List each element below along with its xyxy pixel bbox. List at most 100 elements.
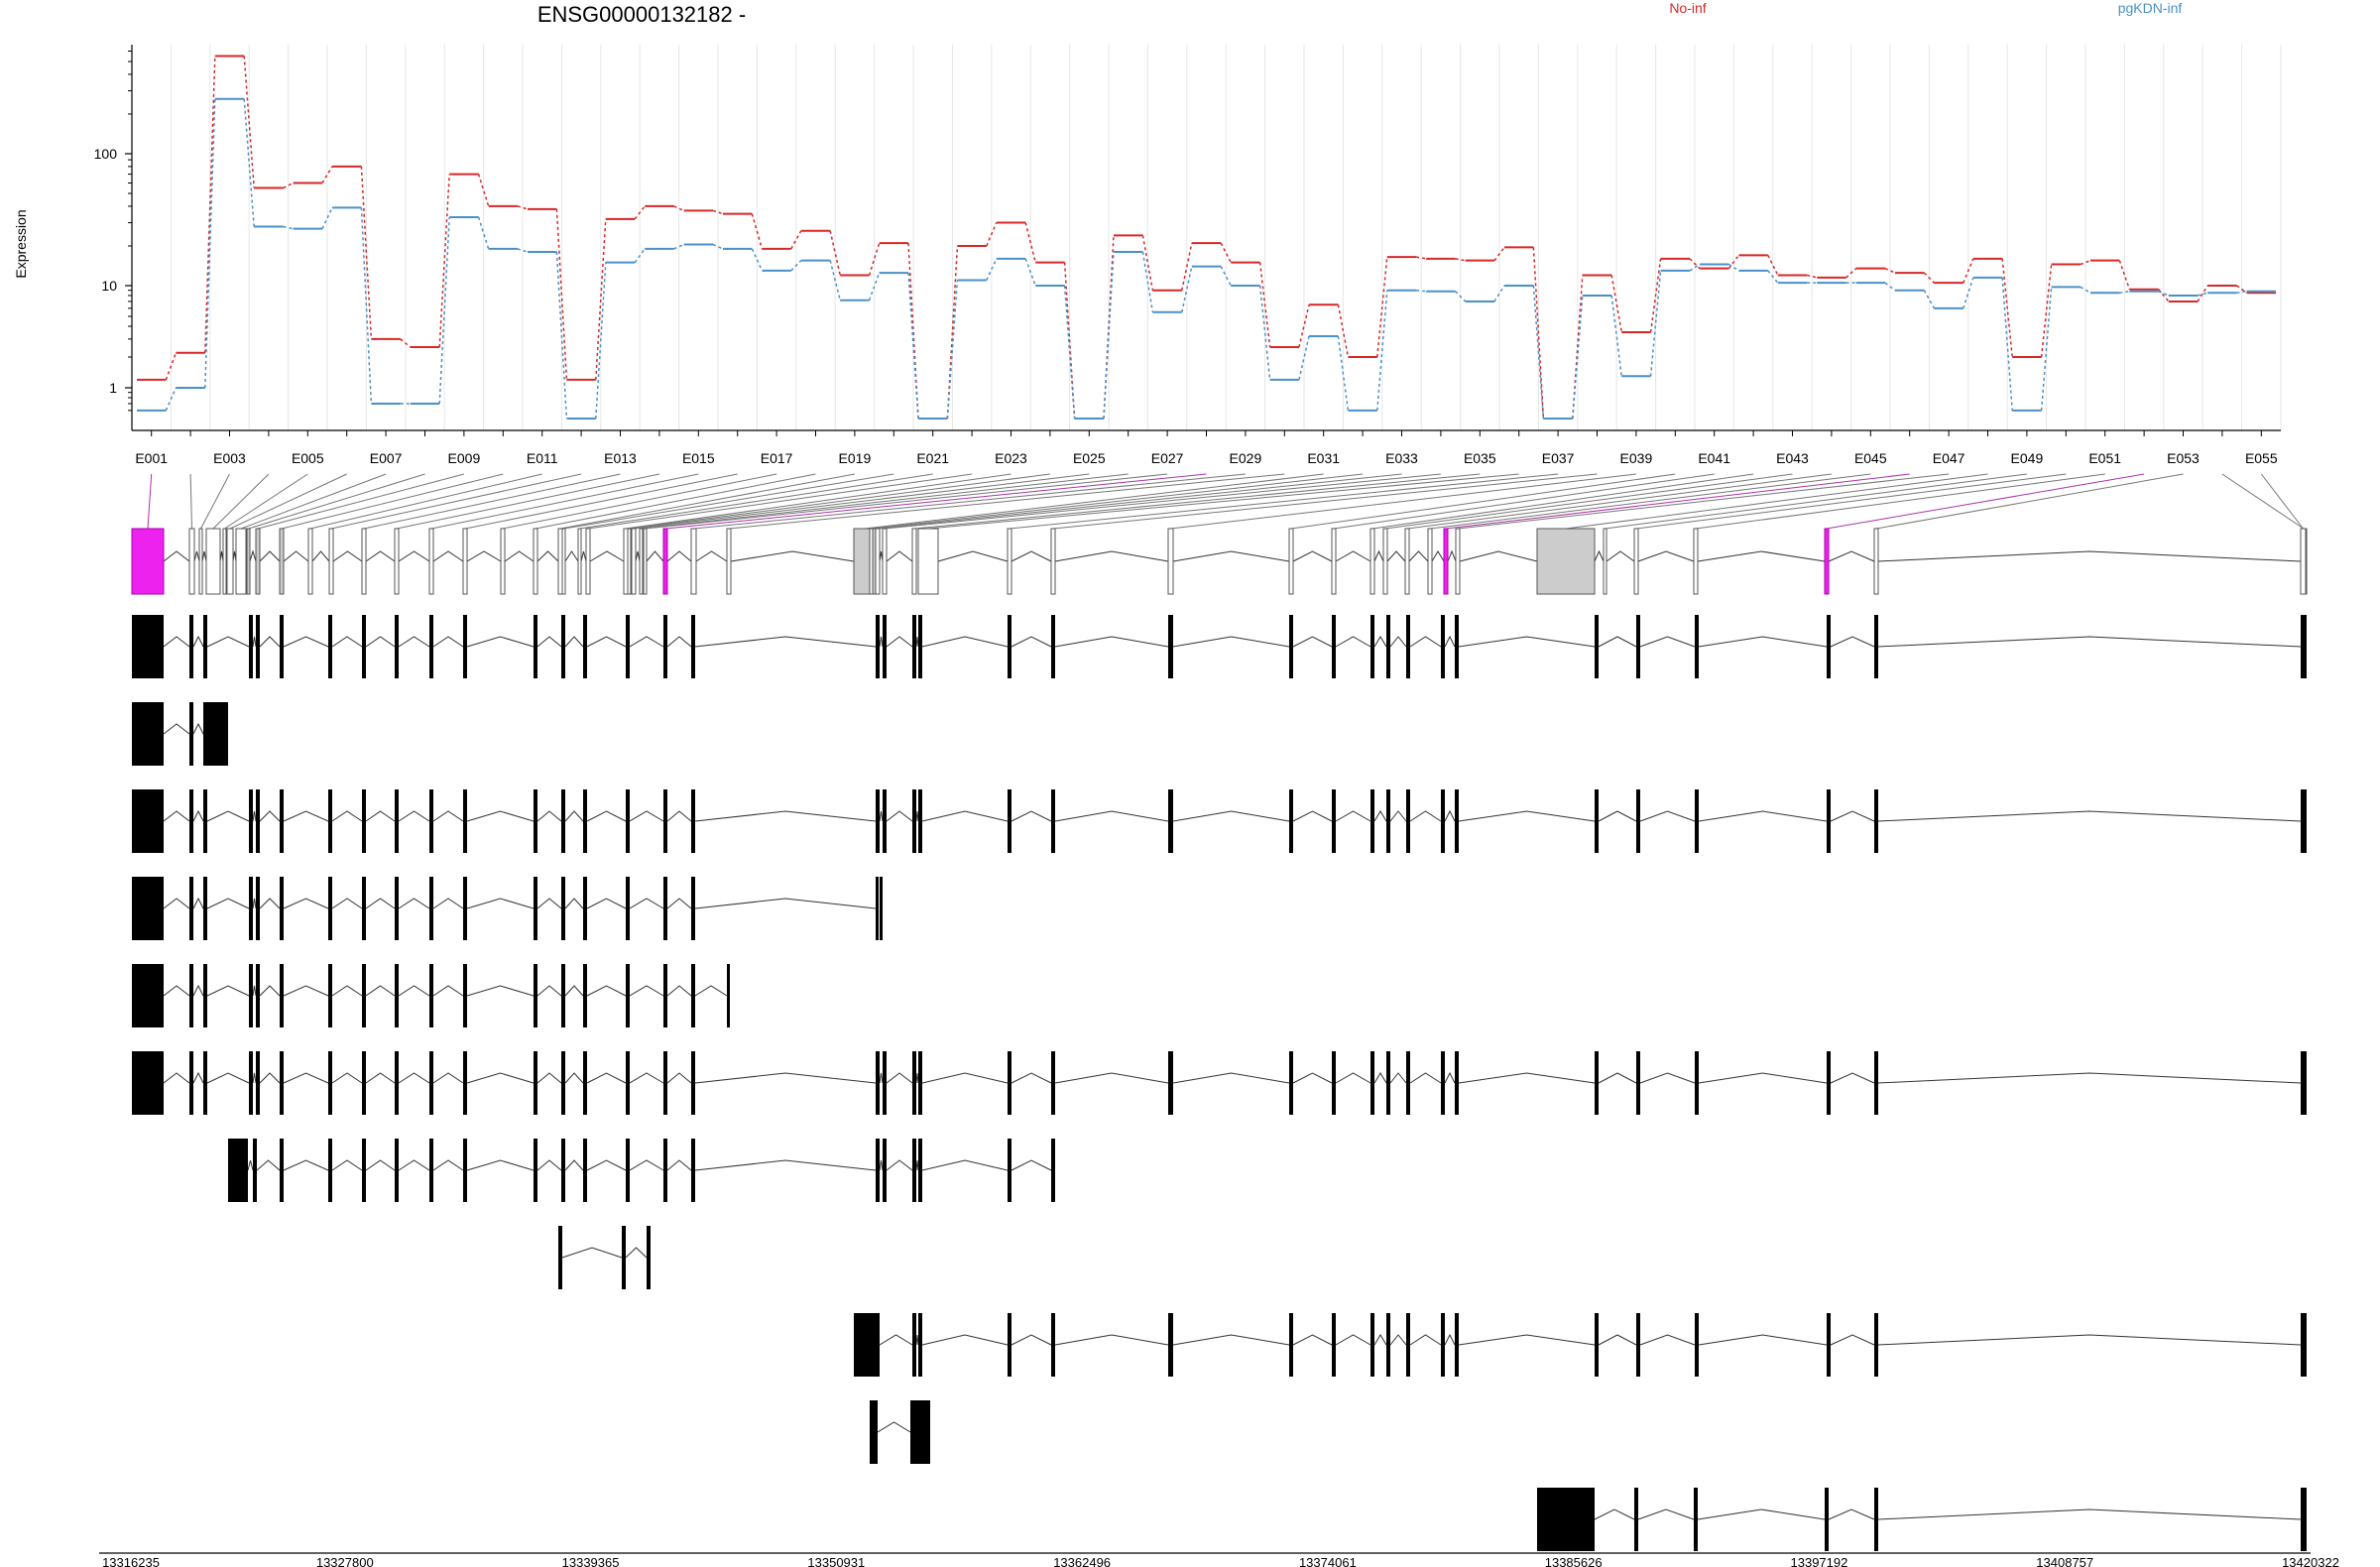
x-tick-label: E009 (448, 450, 481, 466)
gene-model-exon (131, 528, 165, 595)
transcript-exon (1406, 1313, 1410, 1377)
transcript-exon (280, 615, 284, 678)
x-tick-label: E041 (1698, 450, 1730, 466)
transcript-exon (1695, 789, 1699, 853)
transcript-intron (1172, 1072, 1290, 1084)
transcript-intron (666, 810, 692, 822)
x-tick-label: E005 (292, 450, 324, 466)
transcript-track-10 (870, 1400, 930, 1464)
transcript-intron (1594, 1508, 1635, 1520)
gene-model-exon (585, 528, 591, 595)
series-connector (2119, 290, 2130, 295)
transcript-intron (666, 1159, 692, 1171)
transcript-intron (879, 1072, 884, 1084)
transcript-intron (564, 810, 584, 822)
series-connector (751, 213, 764, 250)
transcript-exon (583, 1139, 587, 1202)
transcript-exon (583, 964, 587, 1027)
series-connector (1884, 282, 1896, 292)
gene-model-intron (1447, 549, 1457, 562)
transcript-exon (132, 964, 164, 1027)
gene-model-intron (666, 550, 692, 562)
series-connector (1220, 266, 1232, 287)
exon-connector (1695, 473, 2105, 530)
transcript-exon (2301, 1051, 2307, 1115)
gene-model-exon (1873, 528, 1879, 595)
transcript-exon (1634, 1488, 1638, 1551)
transcript-intron (331, 898, 363, 909)
series-connector (1141, 251, 1154, 312)
transcript-intron (1172, 636, 1290, 648)
gene-model-intron (1697, 550, 1826, 562)
series-connector (1024, 222, 1036, 263)
series-connector (1376, 290, 1388, 411)
transcript-exon (429, 1139, 433, 1202)
transcript-exon (429, 877, 433, 940)
transcript-exon (362, 877, 366, 940)
transcript-exon (1370, 1313, 1374, 1377)
transcript-exon (1008, 789, 1012, 853)
x-tick-label: E021 (916, 450, 949, 466)
transcript-track-9 (854, 1313, 2307, 1377)
exon-connector (864, 473, 1324, 530)
transcript-exon (362, 1139, 366, 1202)
exon-connector (1826, 473, 2145, 530)
coord-tick-label: 13385626 (1545, 1555, 1603, 1567)
transcript-exon (691, 964, 695, 1027)
transcript-exon (727, 964, 730, 1027)
x-tick-label: E035 (1464, 450, 1496, 466)
transcript-intron (1598, 636, 1637, 648)
gene-model-exon (500, 528, 506, 595)
exon-connector (1445, 473, 1910, 530)
transcript-intron (1373, 636, 1387, 648)
exon-connector (430, 473, 699, 530)
transcript-exon (534, 1139, 537, 1202)
transcript-exon (1827, 615, 1831, 678)
transcript-exon (1332, 615, 1336, 678)
transcript-exon (876, 789, 880, 853)
transcript-intron (1458, 1072, 1596, 1084)
transcript-intron (1639, 1334, 1696, 1346)
transcript-intron (629, 898, 664, 909)
transcript-exon (203, 789, 207, 853)
transcript-intron (879, 1159, 884, 1171)
transcript-exon (1386, 615, 1390, 678)
transcript-track-1 (132, 615, 2307, 678)
transcript-intron (1409, 636, 1442, 648)
transcript-exon (918, 615, 922, 678)
transcript-exon (1370, 789, 1374, 853)
transcript-exon (249, 615, 253, 678)
transcript-intron (192, 1071, 204, 1084)
transcript-intron (879, 810, 884, 822)
transcript-exon (1289, 789, 1293, 853)
transcript-intron (629, 636, 664, 648)
transcript-exon (1406, 615, 1410, 678)
transcript-intron (877, 1421, 911, 1433)
transcript-exon (280, 964, 284, 1027)
gene-model-exon (1536, 528, 1596, 595)
exon-connector (579, 473, 933, 530)
transcript-intron (163, 985, 190, 997)
transcript-exon (1289, 1313, 1293, 1377)
gene-model-exon (1455, 528, 1461, 595)
transcript-track-8 (558, 1226, 651, 1289)
transcript-intron (1637, 1508, 1695, 1520)
transcript-intron (192, 897, 204, 909)
series-connector (790, 260, 802, 272)
transcript-intron (259, 636, 281, 648)
gene-model-intron (536, 550, 559, 562)
transcript-exon (1874, 615, 1878, 678)
transcript-intron (398, 1072, 430, 1084)
gene-model-intron (695, 550, 728, 562)
transcript-exon (691, 789, 695, 853)
transcript-exon (583, 615, 587, 678)
series-no-inf (137, 55, 2276, 421)
transcript-intron (1373, 1334, 1387, 1346)
coord-tick-label: 13339365 (562, 1555, 620, 1567)
x-tick-label: E017 (761, 450, 793, 466)
transcript-intron (1877, 636, 2302, 648)
transcript-intron (283, 1072, 329, 1084)
transcript-intron (694, 1159, 877, 1171)
x-tick-label: E051 (2088, 450, 2121, 466)
gene-model-intron (432, 550, 464, 562)
